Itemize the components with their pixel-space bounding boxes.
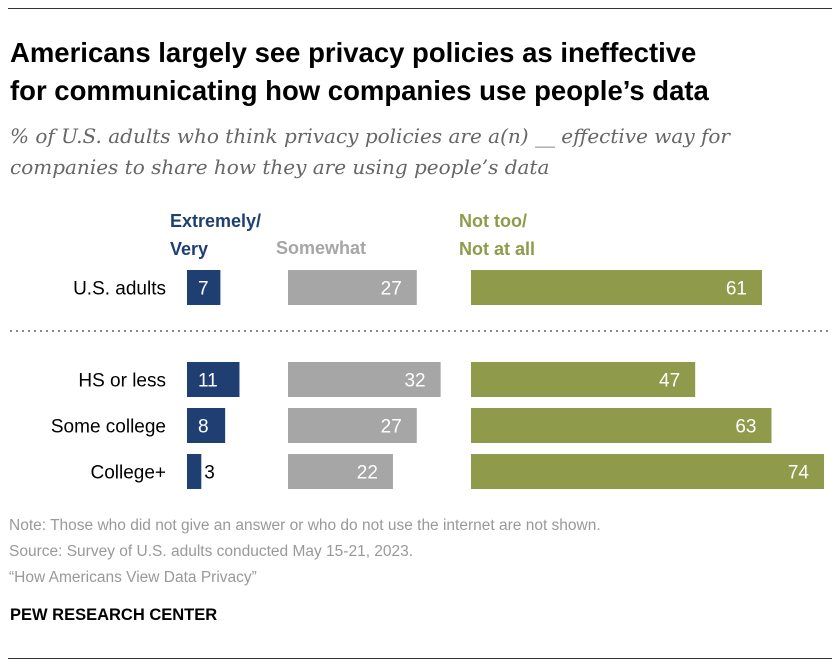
title-line-1: Americans largely see privacy policies a… bbox=[10, 37, 697, 68]
bar-extremely-very-hs-or-less bbox=[187, 362, 240, 397]
legend-somewhat-line-1: Somewhat bbox=[276, 238, 366, 258]
bar-extremely-very-college bbox=[187, 454, 202, 489]
subtitle-line-1: % of U.S. adults who think privacy polic… bbox=[10, 124, 730, 148]
bar-extremely-very-u-s-adults bbox=[187, 270, 221, 305]
value-label-extremely-very-hs-or-less: 11 bbox=[198, 371, 218, 392]
chart-subtitle: % of U.S. adults who think privacy polic… bbox=[10, 121, 830, 183]
value-label-somewhat-college: 22 bbox=[357, 463, 378, 484]
bar-extremely-very-some-college bbox=[187, 408, 226, 443]
value-label-not-too-not-at-all-college: 74 bbox=[788, 463, 810, 484]
bar-somewhat-college bbox=[288, 454, 393, 489]
category-label-hs-or-less: HS or less bbox=[78, 371, 166, 392]
top-rule bbox=[8, 8, 832, 9]
chart-notes: Note: Those who did not give an answer o… bbox=[9, 513, 829, 591]
report-title: “How Americans View Data Privacy” bbox=[9, 569, 257, 586]
chart-title: Americans largely see privacy policies a… bbox=[10, 34, 830, 110]
bottom-rule bbox=[8, 658, 832, 659]
title-line-2: for communicating how companies use peop… bbox=[10, 75, 709, 106]
bar-not-too-not-at-all-u-s-adults bbox=[471, 270, 762, 305]
category-label-some-college: Some college bbox=[51, 417, 166, 438]
subtitle-line-2: companies to share how they are using pe… bbox=[10, 155, 550, 179]
bar-chart: Extremely/Very Somewhat Not too/Not at all… bbox=[10, 211, 830, 489]
legend-not-too-not-at-all-line-2: Not at all bbox=[459, 239, 535, 259]
source-text: Source: Survey of U.S. adults conducted … bbox=[9, 543, 414, 560]
pew-logo-text: PEW RESEARCH CENTER bbox=[10, 606, 218, 624]
value-label-somewhat-some-college: 27 bbox=[381, 417, 402, 438]
bar-somewhat-u-s-adults bbox=[288, 270, 417, 305]
bar-somewhat-some-college bbox=[288, 408, 417, 443]
legend-extremely-very-line-1: Extremely/ bbox=[170, 211, 261, 231]
bar-somewhat-hs-or-less bbox=[288, 362, 441, 397]
value-label-extremely-very-some-college: 8 bbox=[198, 417, 209, 438]
bar-not-too-not-at-all-college bbox=[471, 454, 824, 489]
value-label-not-too-not-at-all-hs-or-less: 47 bbox=[659, 371, 680, 392]
value-label-extremely-very-college: 3 bbox=[204, 463, 215, 484]
value-label-somewhat-u-s-adults: 27 bbox=[381, 279, 402, 300]
category-label-u-s-adults: U.S. adults bbox=[73, 279, 166, 300]
note-text: Note: Those who did not give an answer o… bbox=[9, 517, 601, 534]
value-label-not-too-not-at-all-u-s-adults: 61 bbox=[726, 279, 747, 300]
value-label-extremely-very-u-s-adults: 7 bbox=[198, 279, 209, 300]
value-label-somewhat-hs-or-less: 32 bbox=[404, 371, 425, 392]
value-label-not-too-not-at-all-some-college: 63 bbox=[735, 417, 756, 438]
bar-not-too-not-at-all-hs-or-less bbox=[471, 362, 696, 397]
legend-extremely-very-line-2: Very bbox=[170, 239, 208, 259]
legend-not-too-not-at-all-line-1: Not too/ bbox=[459, 211, 527, 231]
bar-not-too-not-at-all-some-college bbox=[471, 408, 772, 443]
category-label-college: College+ bbox=[90, 463, 166, 484]
